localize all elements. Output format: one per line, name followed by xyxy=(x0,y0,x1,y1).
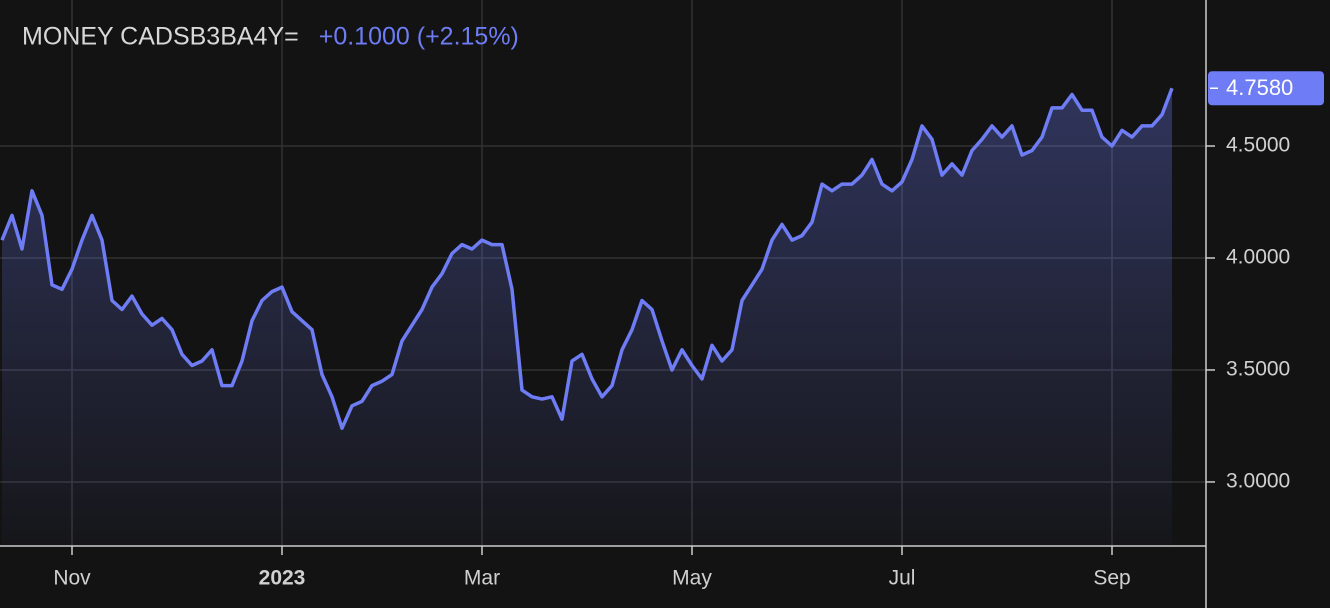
y-tick-label: 4.0000 xyxy=(1226,246,1290,269)
y-tick-label: 3.5000 xyxy=(1226,358,1290,381)
y-tick-label: 4.5000 xyxy=(1226,134,1290,157)
y-tick-label: 3.0000 xyxy=(1226,469,1290,492)
change-label: +0.1000 (+2.15%) xyxy=(319,23,519,51)
x-tick-label: Nov xyxy=(53,567,91,590)
x-tick-label: Mar xyxy=(464,567,500,590)
area xyxy=(2,88,1172,546)
x-tick-label: Jul xyxy=(889,567,916,590)
chart-title: MONEY CADSB3BA4Y= xyxy=(22,23,299,51)
last-value-label: 4.7580 xyxy=(1226,75,1293,100)
x-tick-label: Sep xyxy=(1093,567,1130,590)
x-tick-label: May xyxy=(672,567,712,590)
last-value-badge xyxy=(1208,71,1324,106)
x-tick-label: 2023 xyxy=(259,567,306,590)
line xyxy=(0,87,1174,430)
